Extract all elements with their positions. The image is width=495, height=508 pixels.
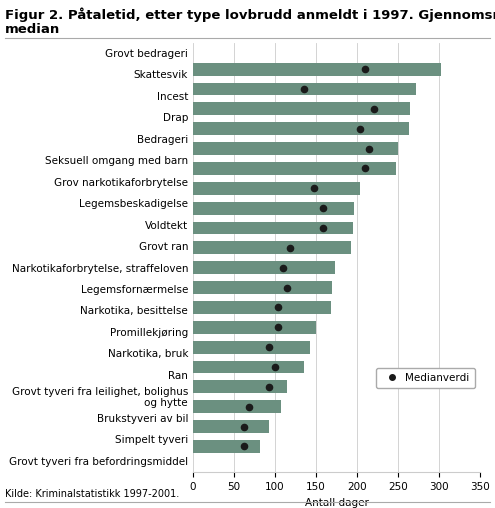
Text: Simpelt tyveri: Simpelt tyveri xyxy=(115,435,188,445)
Point xyxy=(370,105,378,113)
Point xyxy=(265,343,273,351)
Text: Incest: Incest xyxy=(157,92,188,102)
Point xyxy=(319,224,327,232)
Text: Skattesvik: Skattesvik xyxy=(134,71,188,80)
Bar xyxy=(193,182,359,195)
Bar xyxy=(193,440,260,453)
Bar xyxy=(193,83,416,96)
Bar xyxy=(193,341,310,354)
Bar xyxy=(193,400,281,413)
Point xyxy=(365,144,373,152)
Text: Ran: Ran xyxy=(168,371,188,381)
Point xyxy=(274,303,282,311)
Text: Drap: Drap xyxy=(163,113,188,123)
Text: Promillekjøring: Promillekjøring xyxy=(110,328,188,338)
Text: Figur 2. Påtaletid, etter type lovbrudd anmeldt i 1997. Gjennomsnitt og: Figur 2. Påtaletid, etter type lovbrudd … xyxy=(5,8,495,22)
Text: Voldtekt: Voldtekt xyxy=(145,220,188,231)
Point xyxy=(361,65,369,73)
Bar xyxy=(193,281,333,294)
Point xyxy=(284,283,292,292)
Text: Bedrageri: Bedrageri xyxy=(137,135,188,145)
Point xyxy=(279,264,287,272)
Bar xyxy=(193,361,304,373)
Point xyxy=(310,184,318,193)
Text: Seksuell omgang med barn: Seksuell omgang med barn xyxy=(45,156,188,166)
Legend: Medianverdi: Medianverdi xyxy=(376,368,475,388)
Bar xyxy=(193,241,350,255)
Text: Narkotika, bruk: Narkotika, bruk xyxy=(107,350,188,359)
Text: Legemsfornærmelse: Legemsfornærmelse xyxy=(81,285,188,295)
Text: Grovt ran: Grovt ran xyxy=(139,242,188,252)
Text: Narkotikaforbrytelse, straffeloven: Narkotikaforbrytelse, straffeloven xyxy=(11,264,188,273)
Point xyxy=(361,165,369,173)
Point xyxy=(319,204,327,212)
Bar xyxy=(193,301,331,314)
Text: Grov narkotikaforbrytelse: Grov narkotikaforbrytelse xyxy=(54,178,188,187)
Text: Kilde: Kriminalstatistikk 1997-2001.: Kilde: Kriminalstatistikk 1997-2001. xyxy=(5,489,179,499)
Bar xyxy=(193,162,396,175)
Bar xyxy=(193,122,409,135)
Point xyxy=(271,363,279,371)
Bar xyxy=(193,321,316,334)
Point xyxy=(274,323,282,331)
Bar xyxy=(193,221,353,235)
X-axis label: Antall dager: Antall dager xyxy=(304,498,369,507)
Bar xyxy=(193,103,410,115)
Point xyxy=(355,124,363,133)
Point xyxy=(245,403,253,411)
Bar xyxy=(193,380,288,393)
Bar xyxy=(193,420,268,433)
Text: Legemsbeskadigelse: Legemsbeskadigelse xyxy=(79,199,188,209)
Bar xyxy=(193,202,354,214)
Text: Brukstyveri av bil: Brukstyveri av bil xyxy=(97,414,188,424)
Point xyxy=(240,423,248,431)
Bar xyxy=(193,142,398,155)
Text: median: median xyxy=(5,23,60,36)
Point xyxy=(265,383,273,391)
Text: Grovt tyveri fra leilighet, bolighus
og hytte: Grovt tyveri fra leilighet, bolighus og … xyxy=(12,387,188,408)
Point xyxy=(286,244,294,252)
Bar xyxy=(193,261,335,274)
Text: Grovt tyveri fra befordringsmiddel: Grovt tyveri fra befordringsmiddel xyxy=(9,457,188,467)
Point xyxy=(240,442,248,451)
Text: Narkotika, besittelse: Narkotika, besittelse xyxy=(80,306,188,316)
Point xyxy=(300,85,308,93)
Bar xyxy=(193,62,441,76)
Text: Grovt bedrageri: Grovt bedrageri xyxy=(105,49,188,59)
